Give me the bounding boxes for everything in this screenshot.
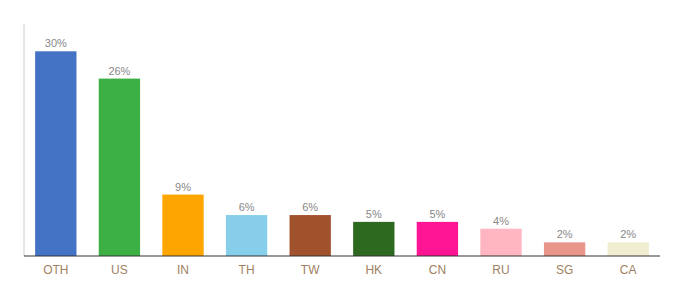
chart-container: 30% 26% 9% 6% 6% 5% 5% 4% 2% 2% OTH US IN TH TW HK CN RU S… [0, 0, 680, 300]
x-tick-label: IN [177, 263, 189, 277]
x-tick-label: US [111, 263, 128, 277]
bar [353, 222, 394, 256]
bar [480, 229, 521, 256]
x-tick-label: SG [556, 263, 573, 277]
x-tick-label: TW [301, 263, 320, 277]
x-tick-label: TH [239, 263, 255, 277]
data-label: 4% [493, 215, 509, 227]
x-axis-line [24, 255, 660, 256]
data-label: 5% [366, 208, 382, 220]
bar [99, 79, 140, 256]
data-label: 9% [175, 181, 191, 193]
data-label: 2% [620, 228, 636, 240]
x-tick-label: HK [365, 263, 382, 277]
data-label: 5% [429, 208, 445, 220]
bar [162, 195, 203, 256]
data-label: 6% [302, 201, 318, 213]
bar [608, 242, 649, 256]
bar [35, 51, 76, 256]
bar [544, 242, 585, 256]
bars [35, 51, 649, 256]
x-tick-label: CN [429, 263, 446, 277]
x-tick-label: RU [492, 263, 509, 277]
data-label: 30% [45, 37, 67, 49]
bar [226, 215, 267, 256]
data-label: 2% [557, 228, 573, 240]
data-label: 26% [108, 65, 130, 77]
bar [417, 222, 458, 256]
x-tick-label: CA [620, 263, 637, 277]
chart-svg: 30% 26% 9% 6% 6% 5% 5% 4% 2% 2% OTH US IN TH TW HK CN RU S… [0, 0, 680, 300]
bar [290, 215, 331, 256]
x-tick-label: OTH [43, 263, 68, 277]
y-axis-line [24, 24, 25, 256]
data-label: 6% [239, 201, 255, 213]
